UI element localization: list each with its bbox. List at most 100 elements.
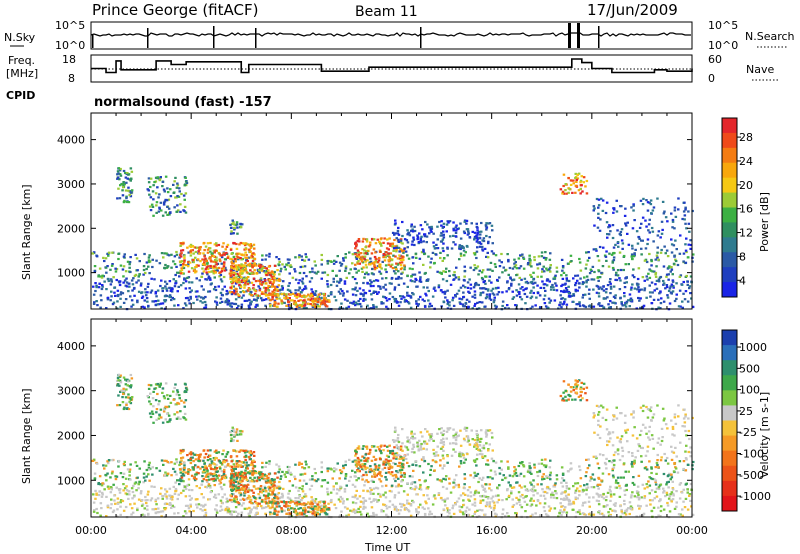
velocity-cell (587, 500, 591, 503)
power-cell (630, 253, 634, 256)
power-cell (326, 285, 330, 288)
power-cell (356, 249, 360, 252)
power-cell (209, 241, 212, 245)
power-cell (274, 287, 277, 290)
power-cell (384, 253, 387, 256)
power-cell (595, 284, 599, 287)
power-cell (148, 254, 151, 257)
velocity-cell (424, 513, 427, 516)
velocity-cell (622, 462, 626, 465)
velocity-cell (412, 501, 415, 504)
power-cell (650, 264, 653, 267)
power-cell (442, 249, 445, 253)
power-cell (187, 270, 191, 273)
power-cell (187, 276, 191, 279)
power-cell (294, 278, 298, 281)
velocity-cell (264, 512, 267, 515)
velocity-cell (666, 501, 669, 505)
power-cell (561, 283, 564, 286)
velocity-cell (239, 494, 242, 497)
power-cell (179, 210, 182, 213)
power-cell (608, 252, 611, 255)
power-cell (476, 301, 479, 304)
power-cell (273, 270, 276, 274)
power-cell (230, 222, 234, 225)
power-cell (267, 265, 271, 268)
power-cell (497, 291, 501, 294)
power-cell (258, 280, 262, 283)
power-cell (378, 256, 381, 260)
power-cell (625, 300, 629, 303)
power-cell (394, 219, 397, 222)
power-cell (372, 279, 376, 283)
power-cell (173, 180, 176, 183)
power-cell (110, 264, 114, 267)
power-cell (182, 209, 185, 212)
power-cell (354, 286, 357, 289)
velocity-cell (229, 512, 232, 515)
velocity-cell (611, 469, 614, 472)
power-cell (469, 287, 473, 290)
power-cell (622, 268, 625, 272)
power-cell (543, 302, 547, 305)
power-cell (357, 253, 361, 256)
power-cell (303, 295, 306, 298)
power-cell (672, 262, 676, 265)
power-cell (231, 279, 234, 282)
power-cell (477, 241, 480, 244)
power-cell (504, 306, 507, 310)
velocity-cell (688, 494, 691, 497)
velocity-cell (551, 491, 554, 494)
power-cell (587, 292, 591, 295)
power-cell (146, 285, 150, 288)
power-cell (568, 187, 571, 191)
velocity-cell (543, 502, 547, 505)
power-cell (415, 302, 418, 305)
power-cell (242, 264, 245, 267)
velocity-cell (596, 462, 600, 465)
power-cell (597, 295, 601, 298)
power-cell (129, 195, 133, 198)
power-cell (400, 297, 403, 300)
velocity-cell (620, 510, 623, 513)
power-cell (578, 257, 581, 261)
power-cell (264, 304, 267, 307)
velocity-cell (101, 493, 104, 496)
power-cell (160, 209, 163, 212)
velocity-cell (395, 509, 399, 512)
velocity-cell (245, 498, 248, 501)
power-cell (311, 304, 314, 307)
power-cell (314, 290, 318, 293)
power-cell (157, 196, 160, 199)
velocity-cell (672, 492, 675, 495)
power-cell (644, 247, 648, 250)
velocity-cell (237, 476, 240, 479)
velocity-cell (128, 490, 131, 493)
power-cell (476, 231, 479, 234)
velocity-cell (640, 460, 643, 463)
power-cell (329, 292, 333, 295)
velocity-cell (119, 501, 122, 504)
velocity-cell (177, 493, 180, 496)
power-cell (515, 304, 518, 307)
power-cell (445, 279, 449, 283)
power-cell (574, 288, 577, 291)
velocity-cell (111, 470, 114, 473)
power-cell (389, 242, 392, 245)
velocity-cell (518, 498, 521, 501)
power-cell (298, 295, 302, 298)
colorbar-swatch (722, 222, 737, 238)
power-cell (428, 302, 432, 305)
velocity-cell (513, 473, 516, 476)
power-cell (191, 245, 195, 248)
power-cell (310, 292, 313, 295)
velocity-cell (354, 511, 357, 515)
power-cell (651, 291, 654, 294)
power-cell (484, 282, 487, 285)
power-cell (638, 288, 641, 291)
power-cell (302, 299, 306, 302)
velocity-cell (141, 503, 145, 506)
power-cell (370, 272, 374, 275)
power-cell (357, 238, 361, 241)
